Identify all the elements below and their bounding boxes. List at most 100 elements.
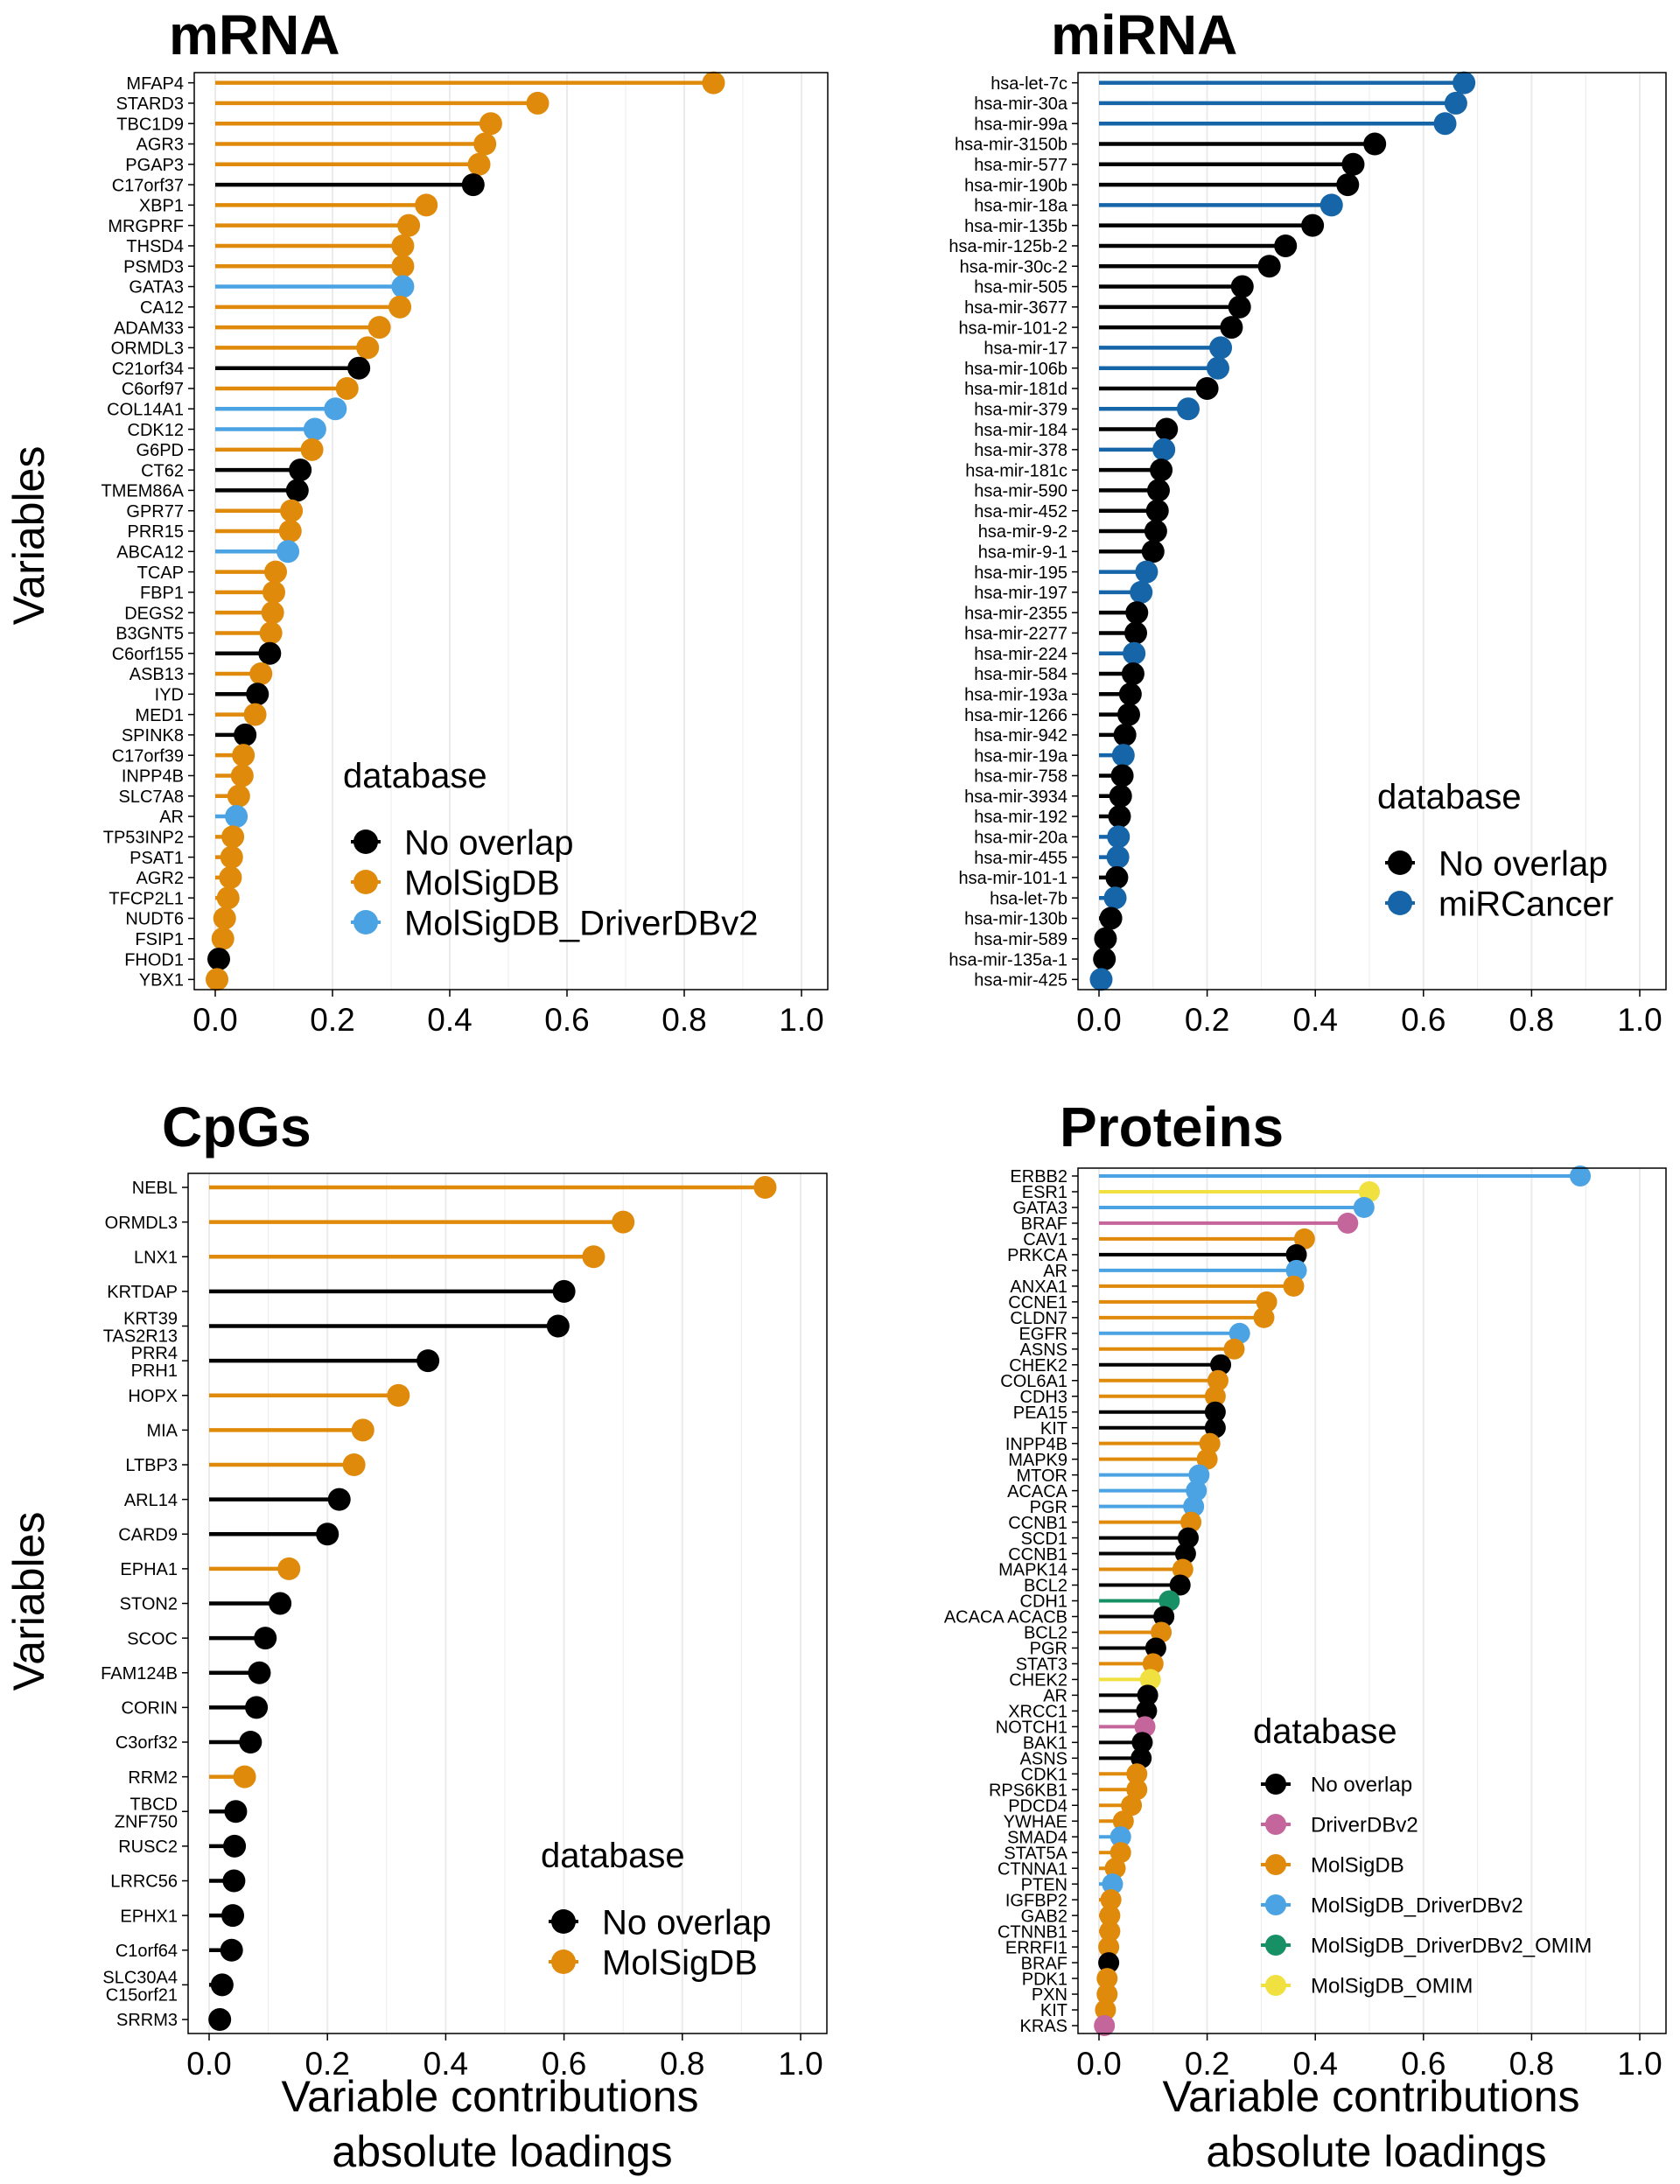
- lollipop-point: [702, 71, 725, 94]
- row-label: hsa-mir-30a: [974, 94, 1068, 114]
- lollipop-point: [1206, 356, 1229, 380]
- row-label: AR: [159, 808, 184, 827]
- lollipop-point: [1110, 764, 1134, 788]
- row-label: TFCP2L1: [108, 889, 184, 908]
- lollipop-point: [1144, 520, 1167, 542]
- lollipop-point: [216, 886, 240, 910]
- row-label: ORMDL3: [111, 340, 184, 359]
- lollipop-point: [342, 1453, 366, 1476]
- row-label: MIA: [146, 1422, 178, 1441]
- row-label: CCNB1: [1008, 1545, 1068, 1564]
- x-tick-label: 0.6: [1401, 1002, 1446, 1038]
- row-label: hsa-mir-101-2: [959, 318, 1068, 338]
- lollipop-point: [1104, 1858, 1126, 1880]
- lollipop-point: [1121, 1795, 1143, 1816]
- row-label: IGFBP2: [1005, 1891, 1068, 1910]
- legend-label: No overlap: [1438, 844, 1607, 883]
- lollipop-point: [269, 1592, 292, 1615]
- row-label: HOPX: [128, 1387, 178, 1406]
- row-label: GPR77: [126, 502, 184, 522]
- row-label: SCD1: [1021, 1530, 1068, 1549]
- row-label: hsa-mir-425: [974, 971, 1068, 990]
- row-label: B3GNT5: [116, 625, 184, 644]
- row-label: PDCD4: [1008, 1796, 1068, 1816]
- row-label: PTEN: [1021, 1875, 1068, 1894]
- lollipop-point: [277, 1557, 301, 1580]
- row-label: hsa-mir-455: [974, 849, 1068, 868]
- row-label: ESR1: [1022, 1183, 1068, 1202]
- lollipop-point: [1230, 275, 1254, 298]
- plot-frame: [1077, 1167, 1667, 2034]
- lollipop-point: [1094, 927, 1117, 950]
- row-label: BRAF: [1021, 1214, 1068, 1234]
- row-label: FHOD1: [124, 950, 184, 970]
- row-label: C3orf32: [116, 1733, 178, 1753]
- lollipop-point: [1096, 1968, 1118, 1990]
- legend-label: DriverDBv2: [1311, 1814, 1418, 1838]
- lollipop-point: [1136, 1700, 1158, 1722]
- lollipop-point: [1444, 91, 1467, 115]
- row-label: ASNS: [1020, 1340, 1068, 1360]
- lollipop-point: [1099, 1905, 1121, 1927]
- row-label: hsa-mir-942: [974, 726, 1068, 746]
- row-label: NEBL: [132, 1179, 178, 1198]
- lollipop-point: [479, 112, 502, 136]
- lollipop-point: [1169, 1574, 1191, 1596]
- row-label: STON2: [120, 1595, 178, 1614]
- row-label: PSAT1: [130, 849, 184, 868]
- legend-key-point: [354, 870, 378, 894]
- panel-title: mRNA: [169, 4, 340, 66]
- lollipop-point: [1253, 1306, 1275, 1328]
- row-label: SLC7A8: [119, 788, 185, 807]
- lollipop-point: [220, 845, 243, 869]
- row-label: RPS6KB1: [989, 1781, 1068, 1800]
- cpgs-panel: CpGs NEBL ORMDL3 LNX1 KRTDAP KRT39 TAS2R13PRR4…: [101, 1096, 828, 2082]
- lollipop-point: [391, 234, 415, 257]
- row-label: AGR2: [136, 869, 184, 888]
- lollipop-point: [1130, 1747, 1152, 1769]
- lollipop-point: [1105, 865, 1129, 889]
- lollipop-point: [1110, 1826, 1131, 1848]
- lollipop-point: [467, 152, 491, 176]
- legend-title: database: [1253, 1712, 1397, 1751]
- row-label: G6PD: [136, 441, 184, 460]
- lollipop-point: [222, 1869, 246, 1893]
- row-label: PEA15: [1013, 1404, 1068, 1423]
- legend-title: database: [1377, 778, 1522, 816]
- legend-key-point: [1265, 1814, 1286, 1835]
- row-label: hsa-mir-190b: [964, 176, 1068, 195]
- row-label: AGR3: [136, 136, 184, 155]
- x-tick-label: 0.4: [1292, 1002, 1337, 1038]
- row-label: KRT39 TAS2R13: [103, 1310, 178, 1347]
- row-label: hsa-mir-18a: [974, 197, 1068, 216]
- lollipop-point: [207, 948, 231, 971]
- lollipop-point: [1093, 948, 1116, 971]
- legend-key-point: [354, 910, 378, 934]
- row-label: hsa-mir-224: [974, 645, 1068, 664]
- lollipop-point: [1134, 1716, 1156, 1738]
- lollipop-point: [1146, 479, 1170, 502]
- lollipop-point: [351, 1418, 374, 1442]
- row-label: XRCC1: [1008, 1703, 1068, 1722]
- lollipop-point: [1199, 1432, 1221, 1454]
- row-label: EGFR: [1018, 1325, 1068, 1344]
- x-tick-label: 1.0: [1617, 1002, 1662, 1038]
- row-label: TBC1D9: [116, 115, 184, 134]
- legend-key-point: [1388, 891, 1412, 915]
- row-label: MFAP4: [126, 74, 184, 94]
- lollipop-point: [1433, 112, 1457, 136]
- row-label: hsa-mir-379: [974, 400, 1068, 419]
- lollipop-point: [1320, 193, 1343, 217]
- x-tick-label: 0.2: [1185, 2046, 1229, 2082]
- lollipop-point: [280, 499, 304, 522]
- row-label: hsa-mir-452: [974, 502, 1068, 522]
- row-label: SCOC: [127, 1629, 178, 1648]
- lollipop-point: [1336, 173, 1360, 197]
- lollipop-point: [1223, 1338, 1245, 1360]
- lollipop-point: [1196, 1448, 1218, 1470]
- row-label: YWHAE: [1004, 1812, 1068, 1831]
- lollipop-point: [1125, 601, 1149, 625]
- row-label: KRTDAP: [107, 1283, 178, 1302]
- row-label: FAM124B: [101, 1664, 178, 1684]
- lollipop-point: [1107, 825, 1130, 849]
